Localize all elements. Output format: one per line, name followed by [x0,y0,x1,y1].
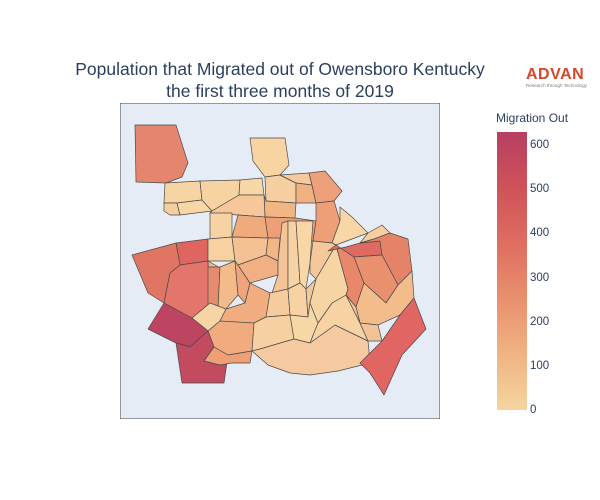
tract-cl4[interactable] [217,260,239,310]
tract-w4[interactable] [207,236,236,262]
colorbar-tick-label: 300 [530,271,550,284]
colorbar-title: Migration Out [496,111,569,125]
choropleth-map[interactable] [119,102,441,420]
colorbar-tick-label: 400 [530,227,550,240]
advan-logo: ADVAN Research through Technology [526,66,596,89]
tract-n2[interactable] [163,202,181,216]
map-title: Population that Migrated out of Owensbor… [0,58,560,102]
colorbar-gradient [497,132,527,410]
tract-nw[interactable] [134,124,189,184]
tract-w1[interactable] [209,212,233,240]
tract-n1[interactable] [163,180,203,204]
tract-e6[interactable] [345,294,383,342]
tract-s4[interactable] [287,282,309,318]
logo-tagline: Research through Technology [526,83,587,88]
colorbar-tick-label: 0 [530,404,537,416]
tract-s9[interactable] [251,324,371,376]
tract-sw3[interactable] [203,346,253,366]
tract-cl9[interactable] [295,220,314,290]
tract-n5[interactable] [238,177,265,196]
tract-e7[interactable] [359,297,427,396]
colorbar-tick-label: 200 [530,315,550,328]
colorbar-tick-label: 600 [530,139,550,152]
colorbar [497,132,527,410]
map-canvas [119,102,441,420]
map-title-line-2: the first three months of 2019 [166,81,394,101]
colorbar-tick-label: 500 [530,183,550,196]
tract-c1[interactable] [231,214,269,239]
logo-wordmark: ADVAN [526,66,585,83]
tract-w2[interactable] [175,238,209,266]
map-title-line-1: Population that Migrated out of Owensbor… [75,59,485,79]
colorbar-tick-label: 100 [530,359,550,372]
